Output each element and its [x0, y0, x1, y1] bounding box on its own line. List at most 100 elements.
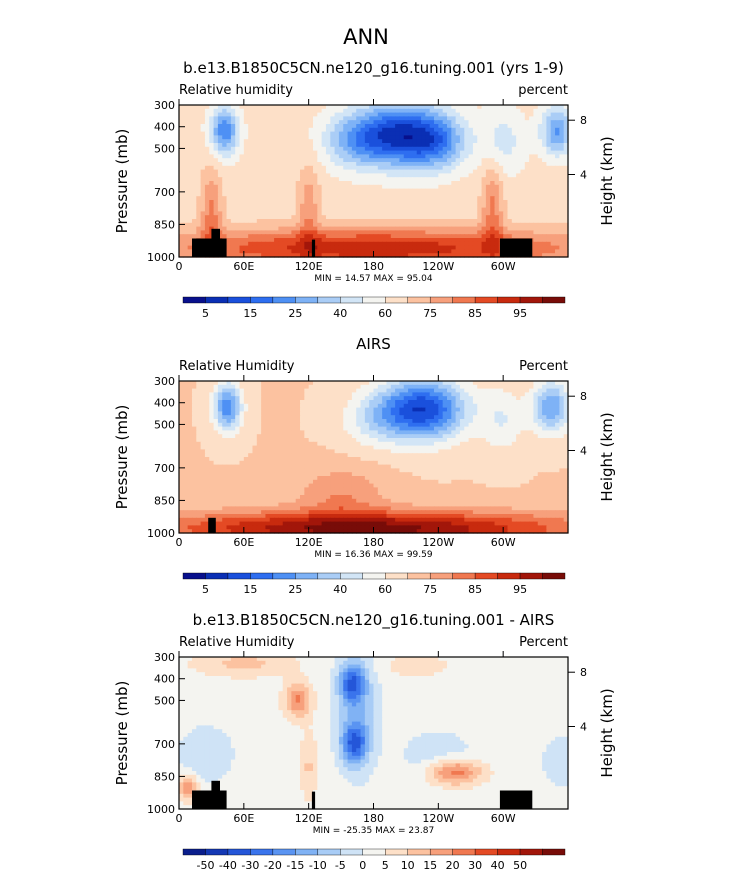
heatmap-cell: [442, 192, 448, 197]
heatmap-cell: [408, 139, 413, 144]
heatmap-cell: [442, 124, 448, 129]
heatmap-cell: [304, 230, 310, 235]
heatmap-cell: [351, 411, 357, 416]
heatmap-cell: [382, 215, 388, 220]
heatmap-cell: [230, 245, 236, 250]
heatmap-cell: [196, 116, 202, 121]
heatmap-cell: [373, 177, 379, 182]
heatmap-cell: [386, 192, 392, 197]
heatmap-cell: [217, 124, 223, 129]
heatmap-cell: [520, 230, 526, 235]
heatmap-cell: [317, 112, 323, 117]
heatmap-cell: [524, 400, 530, 405]
heatmap-cell: [546, 196, 552, 201]
heatmap-cell: [555, 215, 560, 220]
figure-title: ANN: [343, 25, 389, 49]
heatmap-cell: [412, 238, 418, 243]
heatmap-cell: [395, 422, 401, 428]
heatmap-cell: [425, 241, 431, 247]
heatmap-cell: [563, 230, 569, 235]
heatmap-cell: [421, 245, 426, 250]
heatmap-cell: [442, 177, 448, 182]
heatmap-cell: [386, 200, 392, 205]
heatmap-cell: [248, 219, 254, 224]
heatmap-cell: [330, 230, 336, 235]
heatmap-cell: [278, 184, 284, 190]
heatmap-cell: [300, 200, 305, 205]
heatmap-cell: [399, 388, 405, 393]
heatmap-cell: [325, 177, 331, 182]
heatmap-cell: [490, 249, 496, 254]
heatmap-cell: [429, 196, 435, 201]
heatmap-cell: [533, 131, 539, 136]
heatmap-cell: [291, 241, 297, 247]
heatmap-cell: [546, 108, 552, 114]
heatmap-cell: [550, 105, 556, 110]
heatmap-cell: [360, 192, 366, 197]
variable-label: Relative humidity: [179, 83, 293, 98]
heatmap-cell: [235, 154, 241, 159]
heatmap-cell: [317, 207, 323, 212]
heatmap-cell: [451, 422, 457, 428]
heatmap-cell: [239, 158, 245, 163]
heatmap-cell: [317, 434, 323, 439]
heatmap-cell: [425, 411, 431, 416]
heatmap-cell: [472, 415, 478, 420]
heatmap-cell: [395, 196, 401, 201]
heatmap-cell: [451, 200, 457, 205]
heatmap-cell: [542, 200, 547, 205]
heatmap-cell: [312, 131, 318, 136]
heatmap-cell: [412, 407, 418, 412]
heatmap-cell: [520, 112, 526, 117]
heatmap-cell: [291, 162, 297, 167]
heatmap-cell: [438, 396, 444, 401]
heatmap-cell: [321, 245, 327, 250]
heatmap-cell: [287, 238, 292, 243]
heatmap-cell: [386, 403, 392, 409]
heatmap-cell: [408, 396, 413, 401]
heatmap-cell: [295, 426, 301, 431]
heatmap-cell: [274, 143, 280, 148]
heatmap-cell: [429, 200, 435, 205]
heatmap-cell: [282, 415, 288, 420]
heatmap-cell: [312, 226, 318, 231]
heatmap-cell: [542, 105, 547, 110]
heatmap-cell: [343, 127, 349, 133]
heatmap-cell: [529, 396, 535, 401]
heatmap-cell: [451, 192, 457, 197]
heatmap-cell: [421, 196, 426, 201]
heatmap-cell: [373, 135, 379, 140]
heatmap-cell: [494, 177, 500, 182]
heatmap-cell: [555, 245, 560, 250]
heatmap-cell: [183, 215, 189, 220]
heatmap-cell: [559, 411, 565, 416]
heatmap-cell: [261, 215, 267, 220]
heatmap-cell: [555, 116, 560, 121]
heatmap-cell: [490, 150, 496, 155]
heatmap-cell: [217, 234, 223, 239]
heatmap-cell: [377, 411, 383, 416]
heatmap-cell: [222, 184, 228, 190]
heatmap-cell: [312, 430, 318, 435]
heatmap-cell: [421, 120, 426, 125]
heatmap-cell: [187, 403, 193, 409]
heatmap-cell: [261, 181, 267, 186]
heatmap-cell: [317, 403, 323, 409]
heatmap-cell: [321, 403, 327, 409]
heatmap-cell: [269, 384, 275, 390]
heatmap-cell: [559, 403, 565, 409]
heatmap-cell: [217, 131, 223, 136]
heatmap-cell: [490, 419, 496, 424]
heatmap-cell: [369, 415, 375, 420]
heatmap-cell: [360, 434, 366, 439]
heatmap-cell: [524, 139, 530, 144]
heatmap-cell: [196, 150, 202, 155]
heatmap-cell: [529, 146, 535, 152]
heatmap-cell: [485, 139, 491, 144]
heatmap-cell: [464, 407, 470, 412]
heatmap-cell: [559, 392, 565, 397]
heatmap-cell: [416, 120, 422, 125]
heatmap-cell: [282, 200, 288, 205]
heatmap-cell: [524, 181, 530, 186]
heatmap-cell: [516, 411, 522, 416]
